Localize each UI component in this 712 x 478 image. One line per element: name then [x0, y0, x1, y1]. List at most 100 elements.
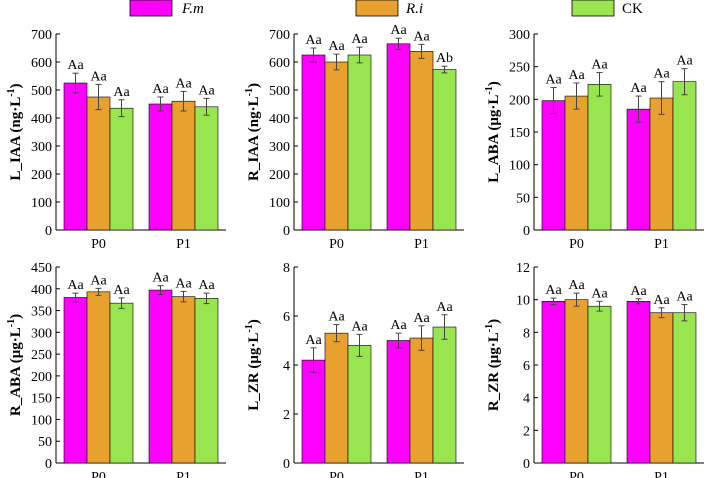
- y-tick-label: 200: [31, 370, 52, 385]
- significance-label: Aa: [413, 29, 430, 44]
- bar: [63, 82, 88, 231]
- significance-label: Aa: [305, 333, 322, 348]
- y-tick-label: 100: [31, 196, 52, 211]
- y-tick-label: 250: [31, 348, 52, 363]
- y-tick-label: 150: [31, 392, 52, 407]
- significance-label: Aa: [390, 318, 407, 333]
- y-tick-label: 6: [283, 310, 290, 325]
- y-tick-label: 0: [45, 457, 52, 472]
- category-label: P1: [414, 237, 429, 252]
- y-tick-label: 700: [269, 28, 290, 43]
- significance-label: Aa: [591, 58, 608, 73]
- y-tick-label: 450: [31, 261, 52, 276]
- significance-label: Aa: [67, 278, 84, 293]
- y-tick-label: 50: [38, 435, 52, 450]
- significance-label: Aa: [67, 58, 84, 73]
- chart-panel-2: 0 100 200 300 400 500 600 700 R_IAA (ng·L-1) Aa Aa…: [244, 23, 464, 252]
- y-axis-label: L_ZR (μg·L-1): [244, 319, 262, 410]
- significance-label: Aa: [653, 293, 670, 308]
- bar: [171, 296, 196, 464]
- significance-label: Aa: [90, 69, 107, 84]
- legend-swatch-fm: [129, 0, 173, 17]
- y-tick-label: 8: [283, 261, 290, 276]
- y-tick-label: 200: [509, 93, 530, 108]
- significance-label: Aa: [545, 73, 562, 88]
- significance-label: Aa: [351, 319, 368, 334]
- y-tick-label: 50: [516, 191, 530, 206]
- bar: [386, 340, 411, 464]
- significance-label: Aa: [175, 276, 192, 291]
- significance-label: Aa: [676, 54, 693, 69]
- significance-label: Aa: [591, 286, 608, 301]
- bar: [649, 312, 674, 464]
- category-label: P0: [91, 470, 106, 478]
- y-tick-label: 10: [516, 294, 530, 309]
- bar: [148, 289, 173, 464]
- legend-label-fm: F.m: [181, 1, 204, 17]
- significance-label: Aa: [198, 83, 215, 98]
- category-label: P1: [654, 237, 669, 252]
- y-tick-label: 250: [509, 61, 530, 76]
- significance-label: Aa: [390, 23, 407, 38]
- y-tick-label: 300: [269, 140, 290, 155]
- significance-label: Aa: [175, 76, 192, 91]
- y-tick-label: 400: [31, 112, 52, 127]
- significance-label: Aa: [545, 283, 562, 298]
- bar: [63, 297, 88, 464]
- chart-panel-6: 0 2 4 6 8 10 12 R_ZR (μg·L-1) Aa Aa Aa P0 Aa Aa Aa P1: [484, 261, 704, 478]
- bar: [587, 84, 612, 231]
- bar: [109, 107, 134, 231]
- significance-label: Aa: [676, 290, 693, 305]
- bar: [324, 61, 349, 231]
- bar: [148, 103, 173, 231]
- bar: [672, 81, 697, 231]
- category-label: P1: [176, 470, 191, 478]
- significance-label: Aa: [328, 39, 345, 54]
- y-tick-label: 600: [31, 56, 52, 71]
- bar: [301, 359, 326, 464]
- bar: [86, 96, 111, 231]
- bar: [347, 345, 372, 464]
- legend-swatch-ri: [355, 0, 399, 17]
- y-axis-label: R_ABA (μg·L-1): [6, 314, 24, 416]
- legend-label-ri: R.i: [405, 1, 423, 17]
- bar: [194, 106, 219, 231]
- y-tick-label: 2: [283, 408, 290, 423]
- significance-label: Aa: [113, 85, 130, 100]
- bar: [432, 69, 457, 231]
- y-tick-label: 6: [523, 359, 530, 374]
- y-axis-label: R_IAA (ng·L-1): [244, 83, 262, 181]
- significance-label: Aa: [328, 310, 345, 325]
- y-tick-label: 0: [523, 224, 530, 239]
- significance-label: Aa: [152, 271, 169, 286]
- bar: [541, 100, 566, 231]
- chart-panel-3: 0 50 100 150 200 250 300 L_ABA (μg·L-1) Aa Aa Aa P0…: [484, 28, 704, 252]
- bar: [541, 300, 566, 464]
- y-tick-label: 0: [283, 224, 290, 239]
- category-label: P0: [569, 237, 584, 252]
- bar: [86, 291, 111, 464]
- bar: [626, 300, 651, 464]
- chart-panel-4: 0 50 100 150 200 250 300 350 400 450 R_ABA (μg·L-1…: [6, 261, 226, 478]
- bar: [386, 43, 411, 231]
- y-tick-label: 150: [509, 126, 530, 141]
- y-tick-label: 500: [31, 84, 52, 99]
- y-tick-label: 600: [269, 56, 290, 71]
- y-tick-label: 200: [269, 168, 290, 183]
- y-tick-label: 400: [269, 112, 290, 127]
- bar: [409, 337, 434, 464]
- significance-label: Aa: [90, 273, 107, 288]
- significance-label: Aa: [305, 33, 322, 48]
- significance-label: Aa: [198, 278, 215, 293]
- bar: [347, 54, 372, 231]
- y-tick-label: 350: [31, 305, 52, 320]
- y-tick-label: 100: [269, 196, 290, 211]
- category-label: P0: [91, 237, 106, 252]
- y-axis-label: R_ZR (μg·L-1): [484, 319, 502, 411]
- significance-label: Aa: [568, 278, 585, 293]
- bar: [194, 298, 219, 464]
- y-tick-label: 400: [31, 283, 52, 298]
- bar: [626, 108, 651, 231]
